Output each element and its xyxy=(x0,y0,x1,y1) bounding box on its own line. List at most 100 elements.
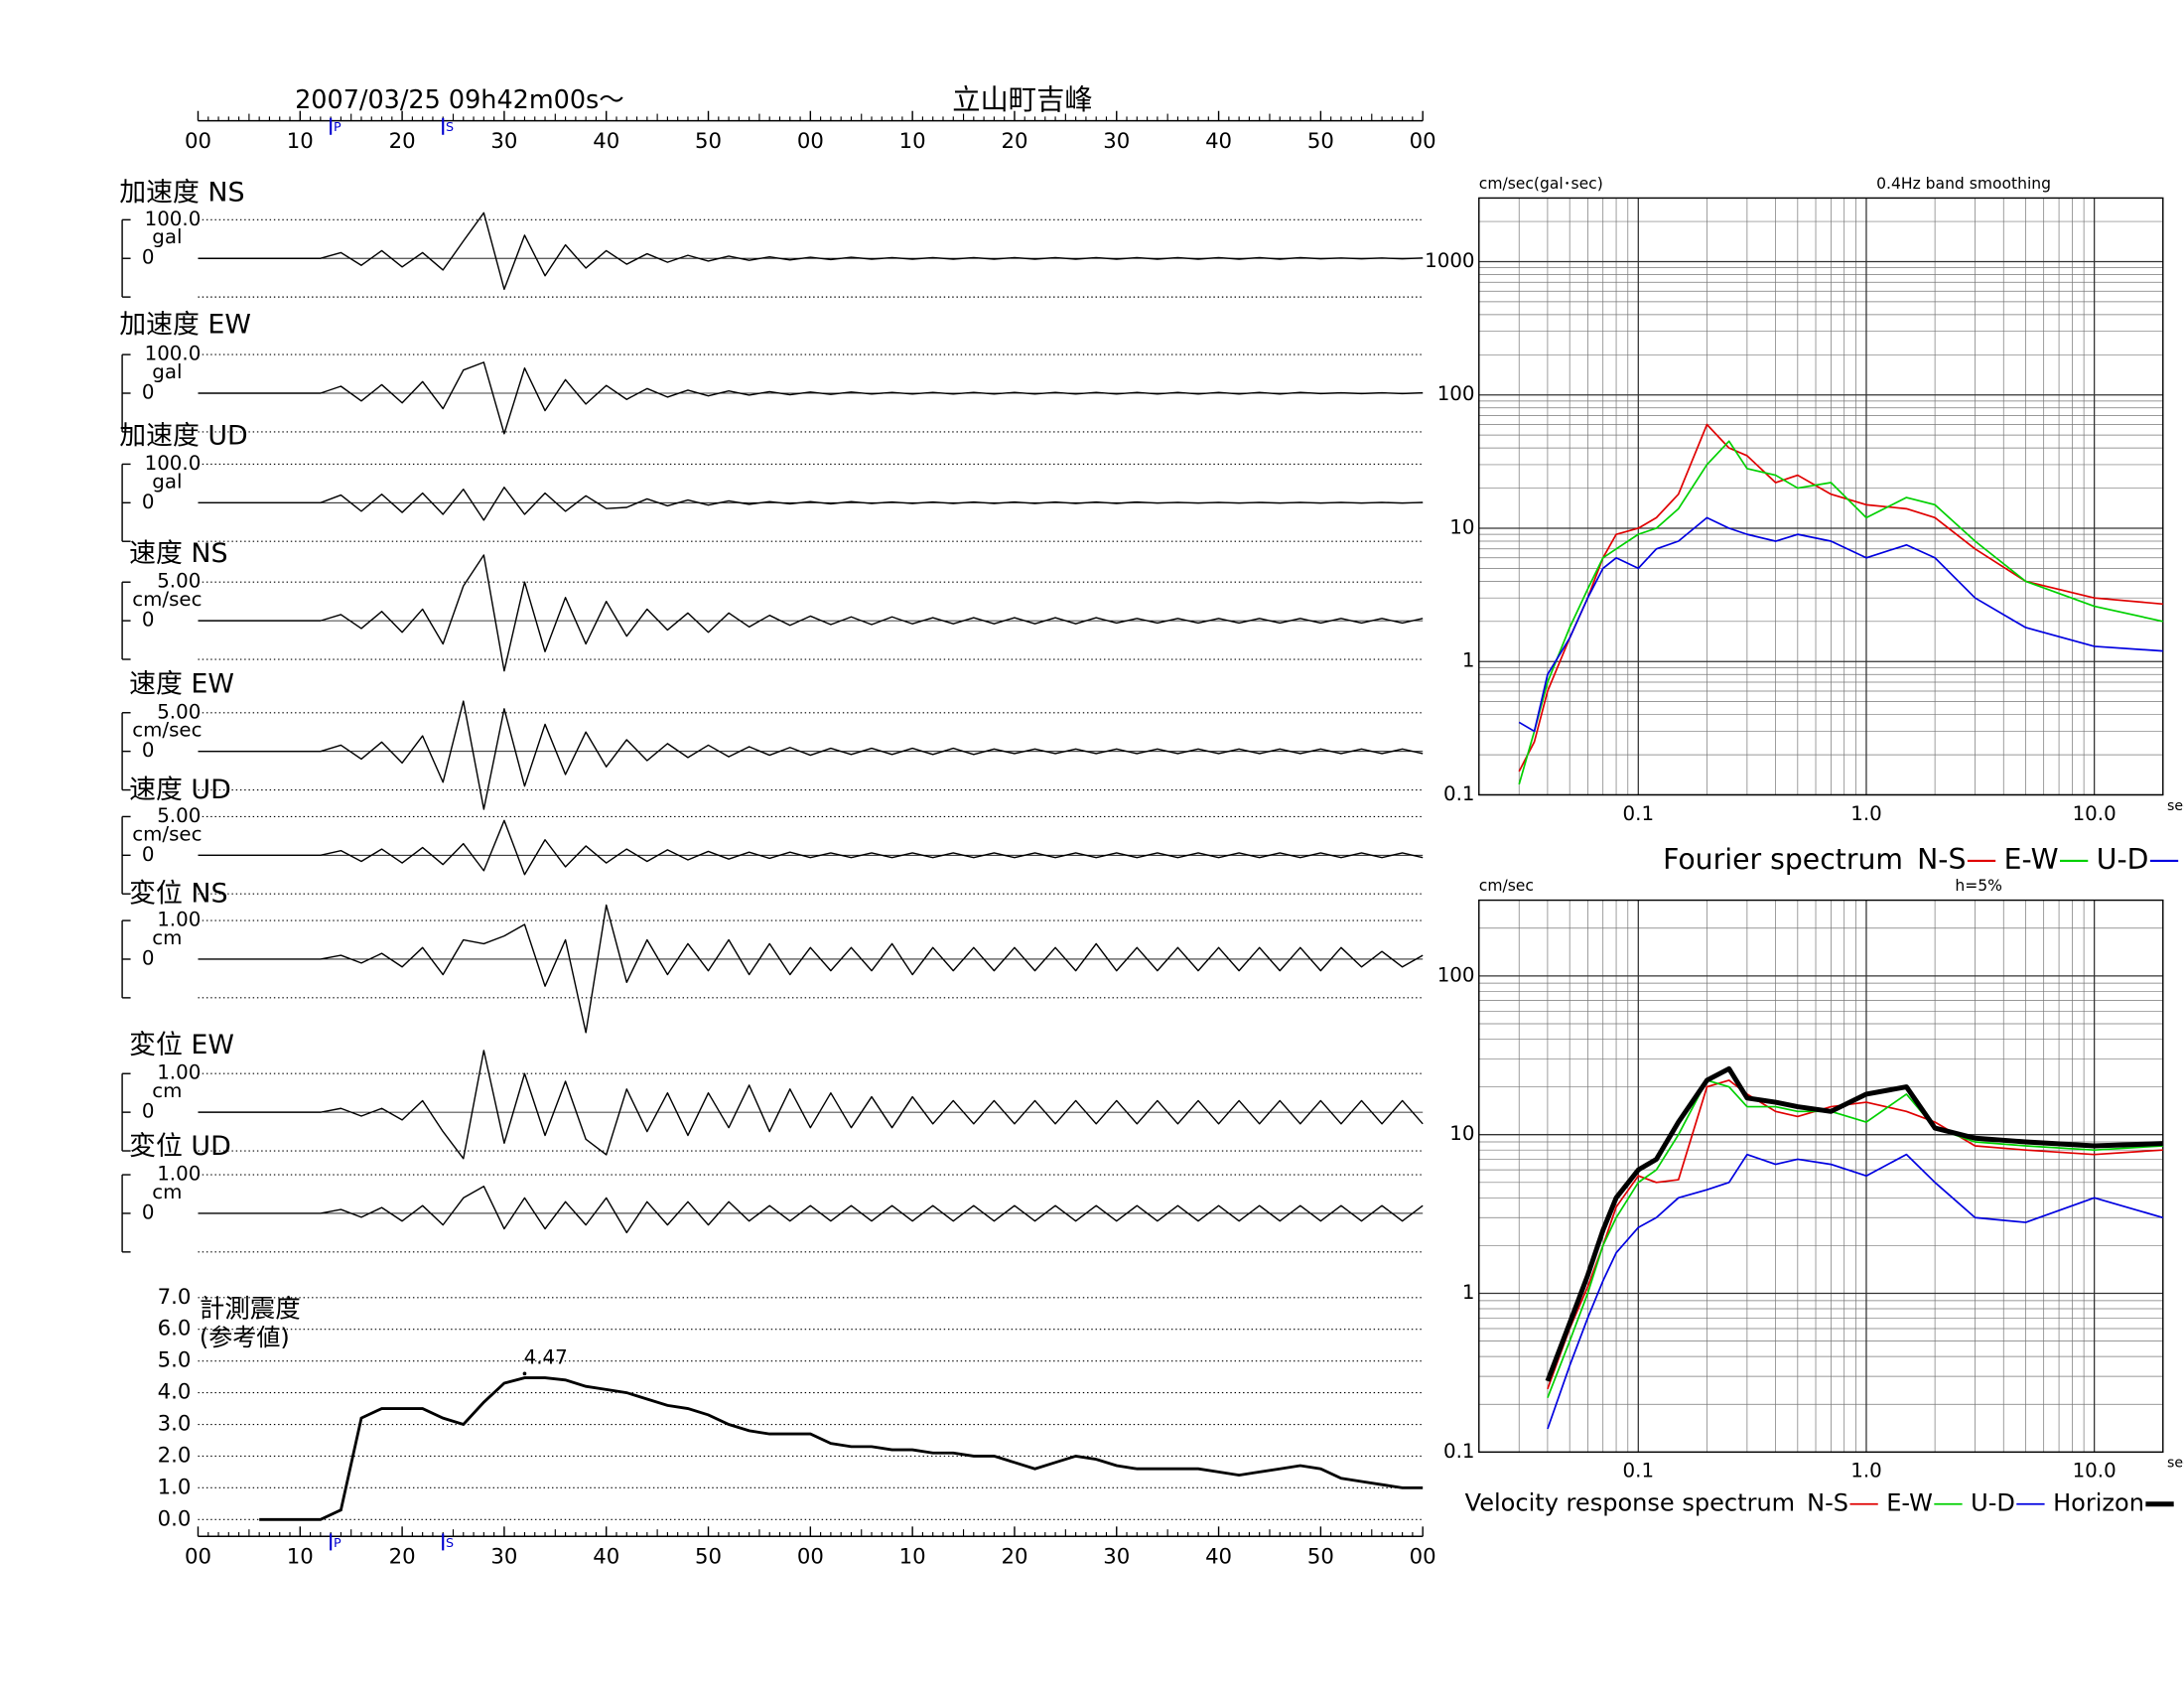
peak-label: 4.47 xyxy=(524,1345,568,1368)
y-tick-label: 10 xyxy=(1449,1122,1474,1145)
x-tick-label: 1.0 xyxy=(1850,802,1881,825)
trace-title: 変位 NS xyxy=(129,878,227,909)
y-axis-label: cm/sec(gal･sec) xyxy=(1479,175,1603,193)
x-axis-label: sec xyxy=(2167,798,2184,814)
trace-title: 加速度 EW xyxy=(119,310,251,341)
station-name: 立山町吉峰 xyxy=(952,83,1092,116)
waveform xyxy=(198,904,1424,1034)
legend-title: Velocity response spectrum xyxy=(1465,1489,1795,1517)
trace-title: 変位 EW xyxy=(129,1030,234,1060)
waveform xyxy=(198,487,1424,521)
trace-tick-label: 5.00 xyxy=(157,700,201,723)
time-tick-label: 50 xyxy=(695,129,722,154)
y-tick-label: 6.0 xyxy=(158,1317,192,1341)
time-tick-label: 00 xyxy=(797,1544,824,1569)
time-tick-label: 20 xyxy=(1001,1544,1027,1569)
x-tick-label: 10.0 xyxy=(2073,802,2116,825)
x-axis-label: sec xyxy=(2167,1456,2184,1472)
time-tick-label: 00 xyxy=(185,1544,211,1569)
time-tick-label: 30 xyxy=(490,1544,517,1569)
waveform xyxy=(198,1186,1424,1234)
time-tick-label: 50 xyxy=(1307,129,1334,154)
time-tick-label: 10 xyxy=(899,1544,926,1569)
trace-unit: cm/sec xyxy=(132,822,202,845)
phase-marker-label: S xyxy=(446,120,454,135)
y-tick-label: 3.0 xyxy=(158,1412,192,1437)
time-tick-label: 10 xyxy=(899,129,926,154)
waveform xyxy=(198,700,1424,810)
time-tick-label: 20 xyxy=(389,1544,416,1569)
trace-tick-label: 100.0 xyxy=(145,343,202,365)
chart-note: 0.4Hz band smoothing xyxy=(1876,175,2051,193)
trace-tick-label: 0 xyxy=(142,246,155,269)
trace-tick-label: 0 xyxy=(142,1200,155,1223)
peak-marker xyxy=(522,1371,527,1376)
waveform xyxy=(198,212,1424,291)
waveform xyxy=(198,554,1424,672)
plot-frame xyxy=(1478,197,2164,796)
plot-frame xyxy=(1478,899,2164,1454)
trace-unit: gal xyxy=(152,360,182,383)
trace-unit: cm/sec xyxy=(132,588,202,611)
time-tick-label: 40 xyxy=(593,129,619,154)
trace-tick-label: 1.00 xyxy=(157,1163,201,1186)
spectrum-line xyxy=(1545,1065,2163,1382)
time-tick-label: 20 xyxy=(1001,129,1027,154)
legend-label: U-D xyxy=(1971,1489,2015,1517)
trace-unit: cm xyxy=(152,1181,182,1203)
x-tick-label: 0.1 xyxy=(1623,1460,1654,1482)
x-tick-label: 10.0 xyxy=(2073,1460,2116,1482)
trace-tick-label: 100.0 xyxy=(145,452,202,475)
record-date: 2007/03/25 09h42m00s〜 xyxy=(295,85,624,115)
y-tick-label: 4.0 xyxy=(158,1380,192,1405)
trace-title: 速度 EW xyxy=(129,669,234,700)
y-tick-label: 100 xyxy=(1437,382,1475,405)
trace-unit: cm xyxy=(152,926,182,949)
y-tick-label: 1.0 xyxy=(158,1475,192,1499)
trace-unit: gal xyxy=(152,225,182,248)
trace-tick-label: 0 xyxy=(142,381,155,404)
time-tick-label: 00 xyxy=(185,129,211,154)
trace-title: 速度 UD xyxy=(129,775,231,805)
time-tick-label: 00 xyxy=(1410,1544,1436,1569)
y-tick-label: 100 xyxy=(1437,963,1475,986)
trace-tick-label: 0 xyxy=(142,491,155,513)
trace-title: 加速度 NS xyxy=(119,178,244,209)
waveform xyxy=(198,1050,1424,1160)
time-tick-label: 40 xyxy=(593,1544,619,1569)
time-tick-label: 30 xyxy=(1103,1544,1130,1569)
legend-label: N-S xyxy=(1917,843,1966,876)
y-tick-label: 1 xyxy=(1462,649,1475,672)
phase-marker-label: P xyxy=(334,120,341,135)
y-tick-label: 7.0 xyxy=(158,1285,192,1310)
trace-unit: cm xyxy=(152,1079,182,1102)
trace-title: 速度 NS xyxy=(129,538,227,569)
trace-unit: gal xyxy=(152,470,182,493)
x-tick-label: 0.1 xyxy=(1623,802,1654,825)
y-tick-label: 0.1 xyxy=(1443,782,1474,805)
trace-tick-label: 1.00 xyxy=(157,1061,201,1084)
phase-marker-label: S xyxy=(446,1536,454,1551)
trace-title: 加速度 UD xyxy=(119,420,247,451)
y-tick-label: 0.1 xyxy=(1443,1440,1474,1463)
legend-label: E-W xyxy=(1886,1489,1933,1517)
y-tick-label: 10 xyxy=(1449,515,1474,538)
trace-tick-label: 0 xyxy=(142,739,155,762)
waveform xyxy=(198,819,1424,876)
y-tick-label: 1000 xyxy=(1425,249,1474,272)
time-tick-label: 20 xyxy=(389,129,416,154)
time-tick-label: 40 xyxy=(1205,1544,1232,1569)
waveform xyxy=(198,361,1424,435)
spectrum-line xyxy=(1518,440,2163,785)
phase-marker-label: P xyxy=(334,1536,341,1551)
trace-title: 変位 UD xyxy=(129,1131,231,1162)
legend-label: N-S xyxy=(1807,1489,1848,1517)
y-tick-label: 0.0 xyxy=(158,1506,192,1531)
time-tick-label: 30 xyxy=(1103,129,1130,154)
y-axis-label: cm/sec xyxy=(1479,877,1534,895)
trace-tick-label: 0 xyxy=(142,843,155,866)
y-tick-label: 5.0 xyxy=(158,1348,192,1373)
trace-tick-label: 0 xyxy=(142,946,155,969)
